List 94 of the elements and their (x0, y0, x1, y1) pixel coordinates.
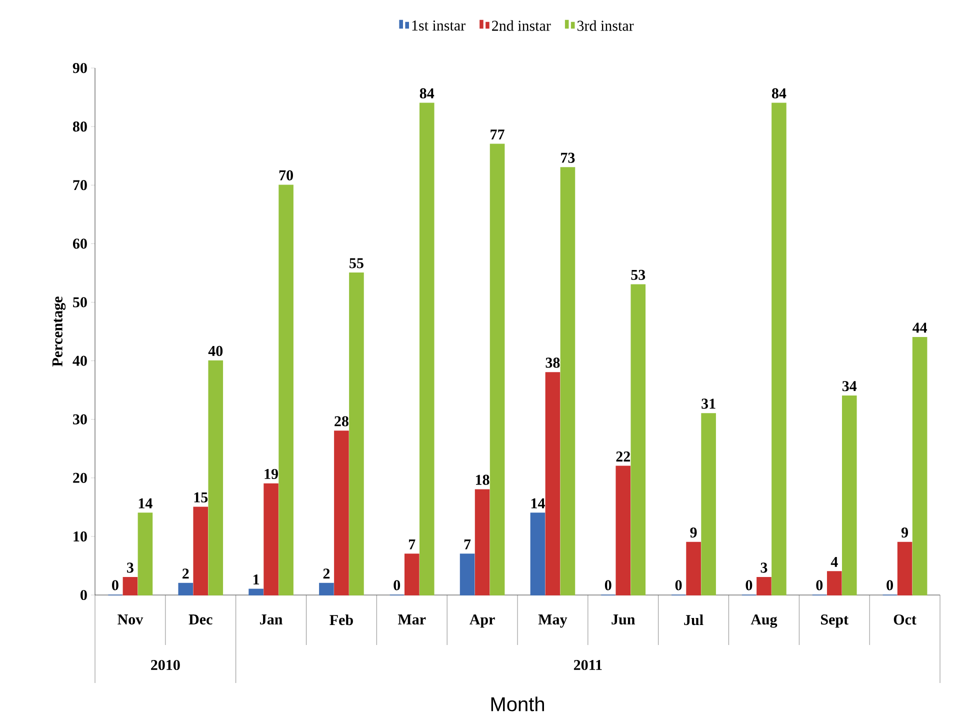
data-label: 9 (690, 527, 697, 538)
x-tick-label: Nov (118, 614, 144, 624)
data-label: 9 (901, 527, 908, 538)
bar (248, 588, 264, 596)
x-tick-label: Jun (612, 614, 635, 625)
data-label: 0 (112, 580, 118, 590)
y-tick-label: 50 (73, 297, 87, 308)
data-label: 77 (490, 130, 504, 140)
bar (193, 506, 208, 596)
bar (560, 167, 576, 596)
bar (122, 577, 138, 596)
bar (616, 466, 631, 596)
data-label: 0 (886, 580, 893, 590)
y-tick-label: 90 (72, 62, 87, 74)
data-label: 38 (546, 358, 560, 368)
legend-label: 3rd instar (577, 20, 634, 31)
bar (208, 360, 224, 596)
y-tick-label: 20 (73, 472, 87, 483)
bar (897, 542, 912, 596)
bar (842, 396, 857, 596)
bar (490, 144, 505, 596)
x-tick-label: Jan (260, 614, 282, 624)
data-label: 0 (394, 580, 400, 590)
data-label: 3 (760, 562, 768, 573)
bar (474, 489, 490, 596)
x-tick-label: Aug (750, 614, 778, 628)
data-label: 0 (604, 580, 612, 590)
data-label: 70 (279, 170, 293, 180)
bar (826, 571, 842, 596)
data-label: 7 (464, 539, 471, 550)
x-tick-label: Apr (470, 614, 495, 628)
data-label: 53 (631, 270, 646, 280)
data-label: 34 (842, 381, 857, 392)
bar (630, 284, 646, 596)
bar (278, 184, 294, 596)
x-tick-label: Jul (684, 614, 704, 626)
bar (138, 512, 153, 596)
data-label: 15 (194, 492, 208, 502)
x-tick-label: Oct (894, 614, 916, 625)
data-label: 2 (182, 568, 189, 579)
bar (686, 542, 701, 596)
y-tick-label: 30 (73, 414, 87, 424)
bar (264, 483, 278, 596)
bar (756, 577, 772, 596)
data-label: 7 (408, 539, 416, 550)
data-label: 55 (350, 258, 364, 268)
data-label: 73 (561, 152, 575, 163)
data-label: 44 (912, 322, 928, 333)
y-axis-title: Percentage (52, 296, 66, 367)
data-label: 84 (772, 88, 786, 98)
bar (701, 413, 716, 596)
bar (419, 102, 434, 596)
bar (772, 102, 786, 596)
bar (349, 272, 364, 596)
data-label: 19 (264, 468, 278, 480)
data-label: 2 (323, 568, 330, 579)
text: 2010 (151, 660, 180, 670)
text: 2011 (574, 660, 602, 670)
bar (460, 554, 475, 596)
bar (404, 554, 420, 596)
data-label: 14 (138, 498, 152, 508)
data-label: 0 (675, 580, 682, 590)
x-tick-label: Feb (330, 614, 353, 626)
data-label: 40 (208, 346, 223, 356)
data-label: 22 (616, 452, 630, 462)
x-tick-label: Sept (821, 614, 848, 628)
y-tick-label: 40 (72, 356, 87, 366)
x-axis-title: Month (491, 696, 544, 712)
y-tick-label: 0 (80, 590, 87, 600)
data-label: 84 (420, 88, 434, 98)
y-tick-label: 60 (72, 238, 87, 249)
legend-label: 2nd instar (492, 20, 551, 31)
data-label: 14 (531, 498, 545, 508)
bar (178, 582, 194, 596)
bar (545, 372, 560, 596)
data-label: 1 (254, 574, 260, 584)
data-label: 3 (127, 562, 134, 573)
data-label: 0 (816, 580, 823, 590)
x-tick-label: May (538, 614, 568, 628)
bar (319, 582, 334, 596)
legend-label: 1st instar (412, 20, 466, 31)
data-label: 4 (830, 556, 838, 567)
x-tick-label: Dec (188, 614, 212, 624)
y-tick-label: 10 (74, 531, 87, 542)
bar (530, 512, 546, 596)
x-tick-label: Mar (398, 614, 426, 624)
y-tick-label: 80 (72, 122, 87, 132)
bar (912, 336, 928, 596)
data-label: 28 (334, 416, 348, 426)
data-label: 18 (476, 474, 490, 485)
y-tick-label: 70 (73, 180, 87, 190)
data-label: 31 (702, 398, 716, 409)
bar (334, 430, 349, 596)
data-label: 0 (746, 580, 752, 590)
